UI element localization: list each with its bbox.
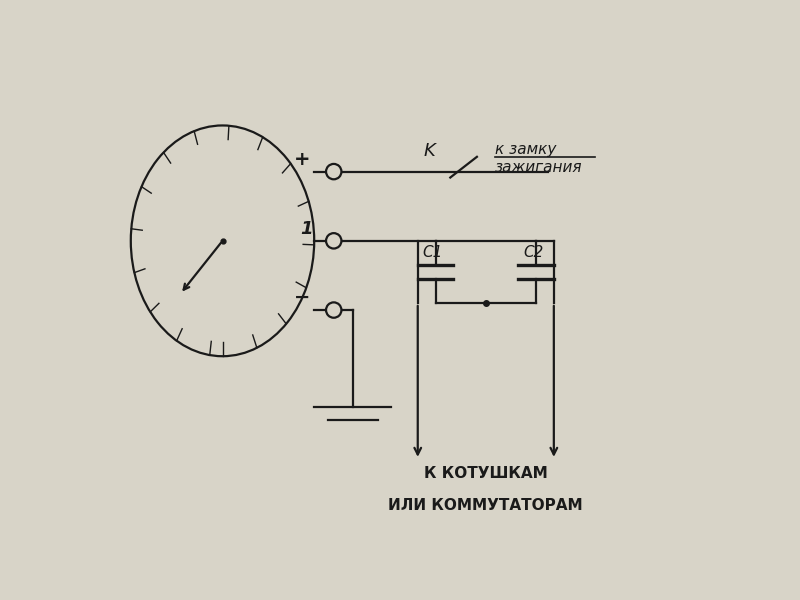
Circle shape — [326, 233, 342, 248]
Text: к замку: к замку — [494, 142, 556, 157]
Circle shape — [326, 302, 342, 318]
Text: +: + — [294, 149, 310, 169]
Circle shape — [326, 164, 342, 179]
Text: К КОТУШКАМ: К КОТУШКАМ — [424, 466, 548, 481]
Text: C1: C1 — [422, 245, 442, 260]
Text: −: − — [294, 288, 310, 307]
Text: зажигания: зажигания — [494, 160, 582, 175]
Text: K: K — [424, 142, 435, 160]
Text: 1: 1 — [301, 220, 313, 238]
Text: ИЛИ КОММУТАТОРАМ: ИЛИ КОММУТАТОРАМ — [389, 498, 583, 513]
Text: C2: C2 — [523, 245, 543, 260]
